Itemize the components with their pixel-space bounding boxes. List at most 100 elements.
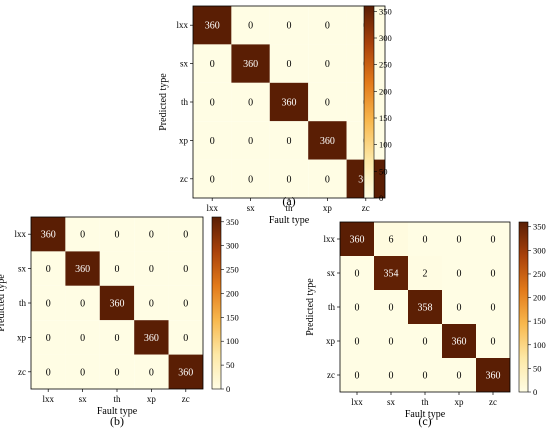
heatmap-cell	[442, 324, 476, 358]
y-tick-label: th	[328, 302, 336, 312]
heatmap-cell	[65, 217, 100, 252]
x-tick-label: zc	[489, 397, 497, 407]
heatmap-cell	[374, 222, 408, 256]
x-tick-label: sx	[79, 394, 88, 404]
cell-value-label: 0	[248, 21, 253, 32]
colorbar-tick-label: 350	[379, 6, 392, 16]
heatmap-cell	[65, 354, 100, 389]
heatmap-cell	[442, 222, 476, 256]
colorbar-tick-label: 200	[533, 293, 546, 303]
heatmap-cell	[99, 285, 135, 321]
colorbar-tick-label: 50	[226, 360, 235, 370]
cell-value-label: 0	[115, 333, 120, 344]
cell-value-label: 0	[183, 264, 188, 275]
heatmap-cell	[65, 285, 100, 321]
cell-value-label: 360	[282, 98, 297, 109]
cell-value-label: 0	[248, 136, 253, 147]
cell-value-label: 360	[41, 230, 56, 241]
heatmap-cell	[31, 285, 66, 321]
colorbar-tick-label: 250	[379, 60, 392, 70]
cell-value-label: 360	[110, 299, 125, 310]
colorbar-tick-label: 350	[226, 217, 239, 227]
cell-value-label: 0	[183, 333, 188, 344]
heatmap-cell	[374, 256, 408, 290]
heatmap-cell	[65, 251, 100, 286]
cell-value-label: 360	[144, 333, 159, 344]
x-tick-label: lxx	[206, 203, 218, 213]
heatmap-cell	[408, 324, 442, 358]
heatmap-cell	[308, 121, 347, 160]
cell-value-label: 0	[248, 98, 253, 109]
colorbar-tick-label: 300	[533, 245, 546, 255]
heatmap-cell	[193, 6, 232, 45]
heatmap-cell	[31, 354, 66, 389]
y-tick-label: zc	[18, 367, 26, 377]
heatmap-cell	[168, 251, 203, 286]
cell-value-label: 0	[149, 299, 154, 310]
heatmap-cell	[168, 354, 203, 389]
heatmap-cell	[308, 82, 347, 122]
heatmap-cell	[374, 358, 408, 392]
heatmap-cell	[168, 217, 203, 252]
x-tick-label: th	[113, 394, 121, 404]
heatmap-cell	[374, 290, 408, 324]
panel-label: (c)	[418, 414, 431, 428]
heatmap-panel-1: 360 0 0 0 0 0 360 0 0 0 0 0 360 0 0 0 0 0 360 0 0 0 0 0 360 lxx sx…	[0, 216, 239, 428]
cell-value-label: 0	[115, 367, 120, 378]
cell-value-label: 0	[423, 235, 428, 246]
heatmap-cell	[340, 290, 374, 324]
heatmap-cell	[99, 251, 135, 286]
y-tick-label: xp	[326, 336, 336, 346]
heatmap-cell	[193, 82, 232, 122]
heatmap-cell	[442, 358, 476, 392]
cell-value-label: 360	[350, 235, 365, 246]
y-tick-label: zc	[327, 370, 335, 380]
cell-value-label: 0	[457, 303, 462, 314]
x-tick-label: xp	[455, 397, 465, 407]
heatmap-cell	[65, 320, 100, 355]
cell-value-label: 0	[423, 337, 428, 348]
cell-value-label: 0	[355, 303, 360, 314]
heatmap-cell	[476, 290, 510, 324]
heatmap-cell	[231, 121, 270, 160]
heatmap-cell	[476, 256, 510, 290]
y-tick-label: th	[19, 298, 27, 308]
colorbar-tick-label: 100	[226, 336, 239, 346]
cell-value-label: 360	[178, 367, 193, 378]
colorbar-tick-label: 200	[379, 86, 392, 96]
y-tick-label: xp	[17, 332, 27, 342]
heatmap-cell	[134, 354, 169, 389]
x-tick-label: lxx	[351, 397, 363, 407]
cell-value-label: 0	[80, 367, 85, 378]
cell-value-label: 0	[325, 174, 330, 185]
cell-value-label: 0	[183, 299, 188, 310]
y-tick-label: lxx	[176, 20, 188, 30]
colorbar: 0 50 100 150 200 250 300 350	[211, 216, 239, 394]
colorbar-tick-label: 300	[226, 241, 239, 251]
cell-value-label: 360	[320, 136, 335, 147]
x-tick-label: th	[285, 203, 293, 213]
y-tick-label: sx	[18, 264, 27, 274]
cell-value-label: 0	[325, 21, 330, 32]
y-tick-label: sx	[327, 268, 336, 278]
heatmap-cell	[308, 159, 347, 198]
cell-value-label: 360	[205, 21, 220, 32]
y-tick-label: lxx	[14, 229, 26, 239]
colorbar-tick-label: 200	[226, 288, 239, 298]
cell-value-label: 0	[355, 371, 360, 382]
cell-value-label: 358	[418, 303, 433, 314]
heatmap-cell	[408, 222, 442, 256]
heatmap-cell	[340, 256, 374, 290]
cell-value-label: 0	[389, 303, 394, 314]
heatmap-cell	[99, 217, 135, 252]
heatmap-cell	[340, 324, 374, 358]
heatmap-cell	[476, 358, 510, 392]
colorbar-tick-label: 0	[379, 193, 383, 203]
cell-value-label: 0	[46, 367, 51, 378]
heatmap-cell	[134, 320, 169, 355]
colorbar-tick-label: 150	[379, 113, 392, 123]
cell-value-label: 0	[183, 230, 188, 241]
heatmap-cell	[408, 256, 442, 290]
heatmap-cell	[340, 358, 374, 392]
